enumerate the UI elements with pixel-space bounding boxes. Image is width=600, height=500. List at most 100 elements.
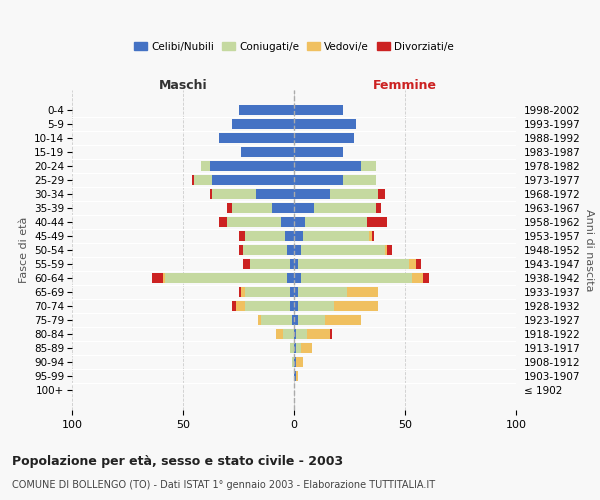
Bar <box>239 104 294 115</box>
Bar <box>236 301 245 312</box>
Bar <box>294 371 296 382</box>
Bar <box>301 273 412 283</box>
Bar <box>212 174 294 185</box>
Bar <box>296 343 301 353</box>
Bar <box>209 160 294 171</box>
Bar <box>290 343 294 353</box>
Bar <box>245 287 290 298</box>
Bar <box>294 160 361 171</box>
Bar <box>283 329 294 340</box>
Text: Maschi: Maschi <box>158 78 208 92</box>
Bar <box>227 216 281 227</box>
Bar <box>294 315 298 326</box>
Bar <box>218 132 294 143</box>
Bar <box>298 287 347 298</box>
Bar <box>296 357 303 368</box>
Bar <box>194 174 212 185</box>
Bar <box>294 357 296 368</box>
Bar <box>294 104 343 115</box>
Bar <box>325 315 361 326</box>
Bar <box>294 273 301 283</box>
Bar <box>245 230 285 241</box>
Bar <box>201 160 209 171</box>
Bar <box>281 216 294 227</box>
Bar <box>292 315 294 326</box>
Bar <box>303 230 370 241</box>
Bar <box>294 343 296 353</box>
Y-axis label: Fasce di età: Fasce di età <box>19 217 29 283</box>
Bar <box>239 244 243 256</box>
Bar <box>376 202 380 213</box>
Bar <box>329 188 379 199</box>
Bar <box>259 315 260 326</box>
Bar <box>287 273 294 283</box>
Bar <box>294 146 343 157</box>
Bar <box>334 301 379 312</box>
Bar <box>409 259 416 270</box>
Bar <box>294 174 343 185</box>
Text: Femmine: Femmine <box>373 78 437 92</box>
Bar <box>298 315 325 326</box>
Bar <box>218 216 227 227</box>
Bar <box>241 146 294 157</box>
Bar <box>343 174 376 185</box>
Bar <box>290 259 294 270</box>
Bar <box>294 188 329 199</box>
Bar <box>294 118 356 129</box>
Bar <box>294 259 298 270</box>
Bar <box>294 301 298 312</box>
Bar <box>256 188 294 199</box>
Bar <box>305 216 367 227</box>
Bar <box>298 259 409 270</box>
Bar <box>287 244 294 256</box>
Bar <box>239 230 245 241</box>
Bar <box>290 287 294 298</box>
Bar <box>294 287 298 298</box>
Bar <box>276 329 283 340</box>
Bar <box>294 132 354 143</box>
Bar <box>294 202 314 213</box>
Bar <box>294 244 301 256</box>
Bar <box>301 244 385 256</box>
Bar <box>412 273 423 283</box>
Bar <box>192 174 194 185</box>
Bar <box>232 301 236 312</box>
Bar <box>241 287 245 298</box>
Bar <box>298 301 334 312</box>
Bar <box>387 244 392 256</box>
Bar <box>232 202 272 213</box>
Bar <box>314 202 376 213</box>
Bar <box>272 202 294 213</box>
Bar <box>294 329 296 340</box>
Bar <box>285 230 294 241</box>
Bar <box>307 329 329 340</box>
Bar <box>250 259 290 270</box>
Bar <box>163 273 165 283</box>
Bar <box>370 230 372 241</box>
Legend: Celibi/Nubili, Coniugati/e, Vedovi/e, Divorziati/e: Celibi/Nubili, Coniugati/e, Vedovi/e, Di… <box>130 38 458 56</box>
Bar <box>296 371 298 382</box>
Bar <box>379 188 385 199</box>
Bar <box>152 273 163 283</box>
Bar <box>329 329 332 340</box>
Bar <box>209 188 212 199</box>
Bar <box>232 118 294 129</box>
Bar <box>245 301 290 312</box>
Bar <box>296 329 307 340</box>
Bar <box>367 216 387 227</box>
Bar <box>416 259 421 270</box>
Bar <box>243 259 250 270</box>
Bar <box>165 273 287 283</box>
Bar <box>292 357 294 368</box>
Bar <box>243 244 287 256</box>
Bar <box>294 216 305 227</box>
Bar <box>385 244 387 256</box>
Bar <box>361 160 376 171</box>
Bar <box>260 315 292 326</box>
Bar <box>212 188 256 199</box>
Bar <box>423 273 430 283</box>
Text: Popolazione per età, sesso e stato civile - 2003: Popolazione per età, sesso e stato civil… <box>12 455 343 468</box>
Bar <box>372 230 374 241</box>
Bar <box>347 287 379 298</box>
Text: COMUNE DI BOLLENGO (TO) - Dati ISTAT 1° gennaio 2003 - Elaborazione TUTTITALIA.I: COMUNE DI BOLLENGO (TO) - Dati ISTAT 1° … <box>12 480 435 490</box>
